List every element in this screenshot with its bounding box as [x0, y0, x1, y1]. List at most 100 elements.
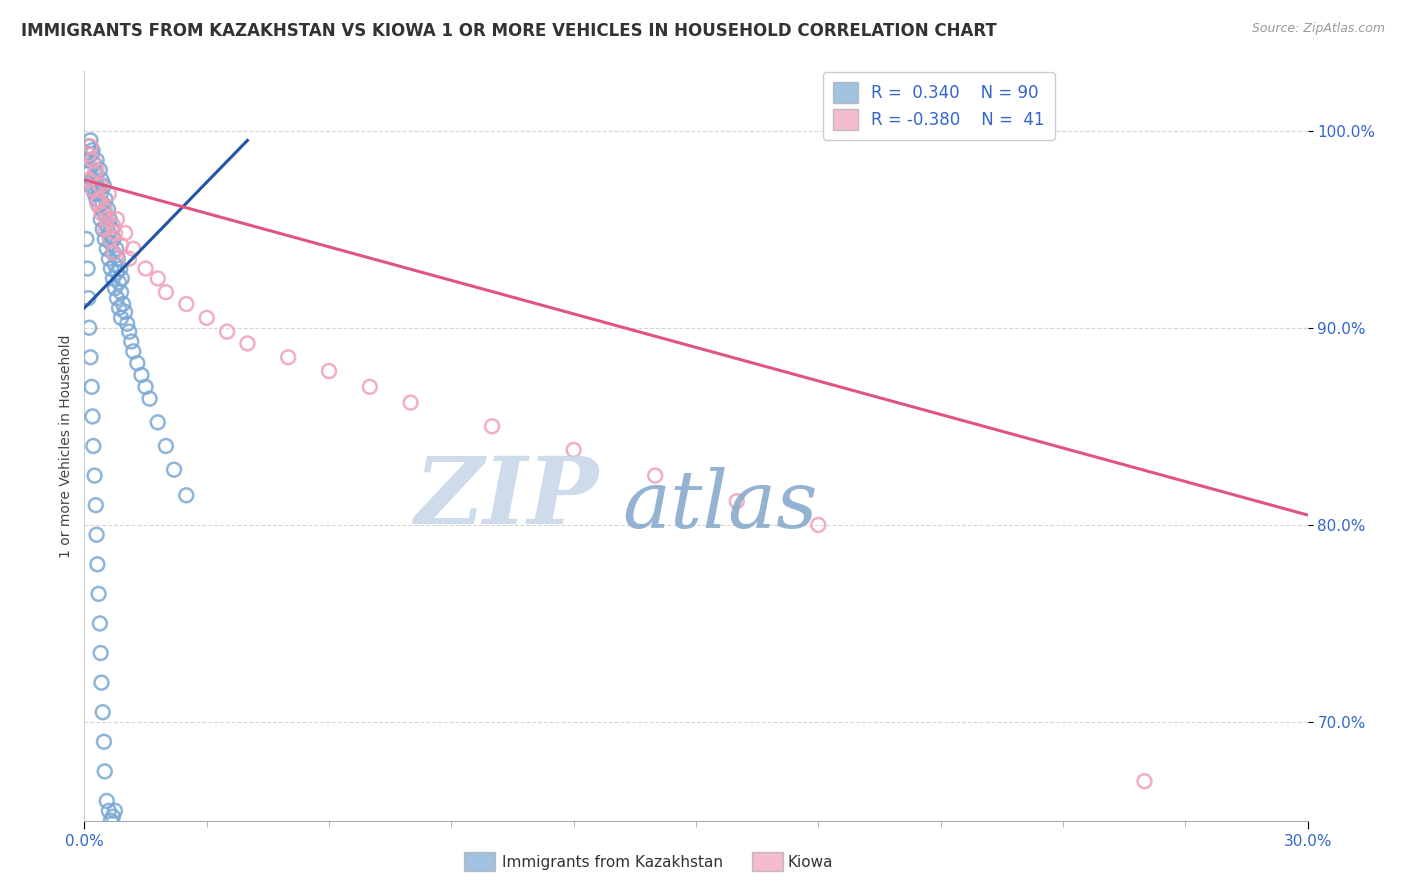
Point — [93, 202, 115, 217]
Point — [89, 163, 111, 178]
Point — [399, 395, 422, 409]
Point — [77, 291, 100, 305]
Point — [118, 252, 141, 266]
Point — [163, 463, 186, 477]
Point — [86, 153, 108, 167]
Point — [101, 810, 124, 824]
Point — [101, 222, 124, 236]
Point — [100, 814, 122, 828]
Point — [79, 133, 101, 147]
Point — [101, 218, 124, 232]
Text: Immigrants from Kazakhstan: Immigrants from Kazakhstan — [502, 855, 723, 870]
Point — [97, 186, 120, 201]
Point — [98, 232, 121, 246]
Point — [97, 202, 120, 217]
Point — [105, 291, 128, 305]
Point — [104, 804, 127, 818]
Point — [105, 242, 128, 256]
Point — [76, 261, 98, 276]
Point — [108, 276, 131, 290]
Point — [114, 226, 136, 240]
Point — [77, 139, 100, 153]
Point — [90, 178, 112, 193]
Point — [120, 334, 142, 349]
Point — [644, 468, 666, 483]
Point — [86, 193, 108, 207]
Point — [562, 442, 585, 457]
Point — [122, 344, 145, 359]
Point — [86, 196, 108, 211]
Point — [77, 163, 100, 178]
Point — [76, 167, 98, 181]
Point — [77, 320, 100, 334]
Point — [80, 380, 103, 394]
Point — [91, 222, 114, 236]
Point — [91, 196, 114, 211]
Point — [82, 173, 104, 187]
Point — [110, 285, 132, 300]
Point — [146, 271, 169, 285]
Point — [94, 193, 117, 207]
Point — [481, 419, 503, 434]
Point — [103, 232, 125, 246]
Point — [90, 206, 112, 220]
Point — [83, 468, 105, 483]
Point — [90, 212, 112, 227]
Point — [105, 265, 128, 279]
Point — [93, 764, 115, 779]
Text: Kiowa: Kiowa — [787, 855, 832, 870]
Point — [75, 153, 97, 167]
Point — [96, 212, 118, 227]
Point — [77, 147, 100, 161]
Text: atlas: atlas — [623, 467, 818, 545]
Point — [87, 587, 110, 601]
Point — [277, 351, 299, 365]
Point — [174, 488, 197, 502]
Point — [79, 178, 101, 193]
Point — [131, 368, 153, 382]
Point — [101, 245, 124, 260]
Point — [114, 305, 136, 319]
Point — [108, 301, 131, 315]
Point — [110, 238, 132, 252]
Point — [127, 356, 149, 370]
Point — [93, 735, 115, 749]
Point — [87, 198, 110, 212]
Point — [217, 325, 239, 339]
Point — [236, 336, 259, 351]
Point — [111, 271, 134, 285]
Point — [91, 705, 114, 719]
Point — [75, 232, 97, 246]
Point — [115, 317, 138, 331]
Point — [90, 173, 112, 187]
Point — [79, 351, 101, 365]
Point — [122, 242, 145, 256]
Point — [97, 252, 120, 266]
Point — [79, 139, 101, 153]
Text: IMMIGRANTS FROM KAZAKHSTAN VS KIOWA 1 OR MORE VEHICLES IN HOUSEHOLD CORRELATION : IMMIGRANTS FROM KAZAKHSTAN VS KIOWA 1 OR… — [21, 22, 997, 40]
Point — [87, 193, 110, 207]
Point — [93, 178, 115, 193]
Point — [96, 242, 118, 256]
Point — [86, 527, 108, 541]
Point — [118, 325, 141, 339]
Point — [90, 675, 112, 690]
Point — [87, 183, 110, 197]
Point — [96, 794, 118, 808]
Point — [107, 252, 129, 266]
Point — [807, 517, 830, 532]
Point — [195, 310, 218, 325]
Point — [104, 258, 127, 272]
Point — [101, 271, 124, 285]
Point — [82, 183, 104, 197]
Point — [1133, 774, 1156, 789]
Point — [98, 212, 121, 227]
Point — [94, 222, 117, 236]
Point — [138, 392, 160, 406]
Point — [86, 178, 108, 193]
Point — [93, 232, 115, 246]
Point — [82, 183, 104, 197]
Point — [82, 143, 104, 157]
Point — [89, 616, 111, 631]
Point — [112, 297, 135, 311]
